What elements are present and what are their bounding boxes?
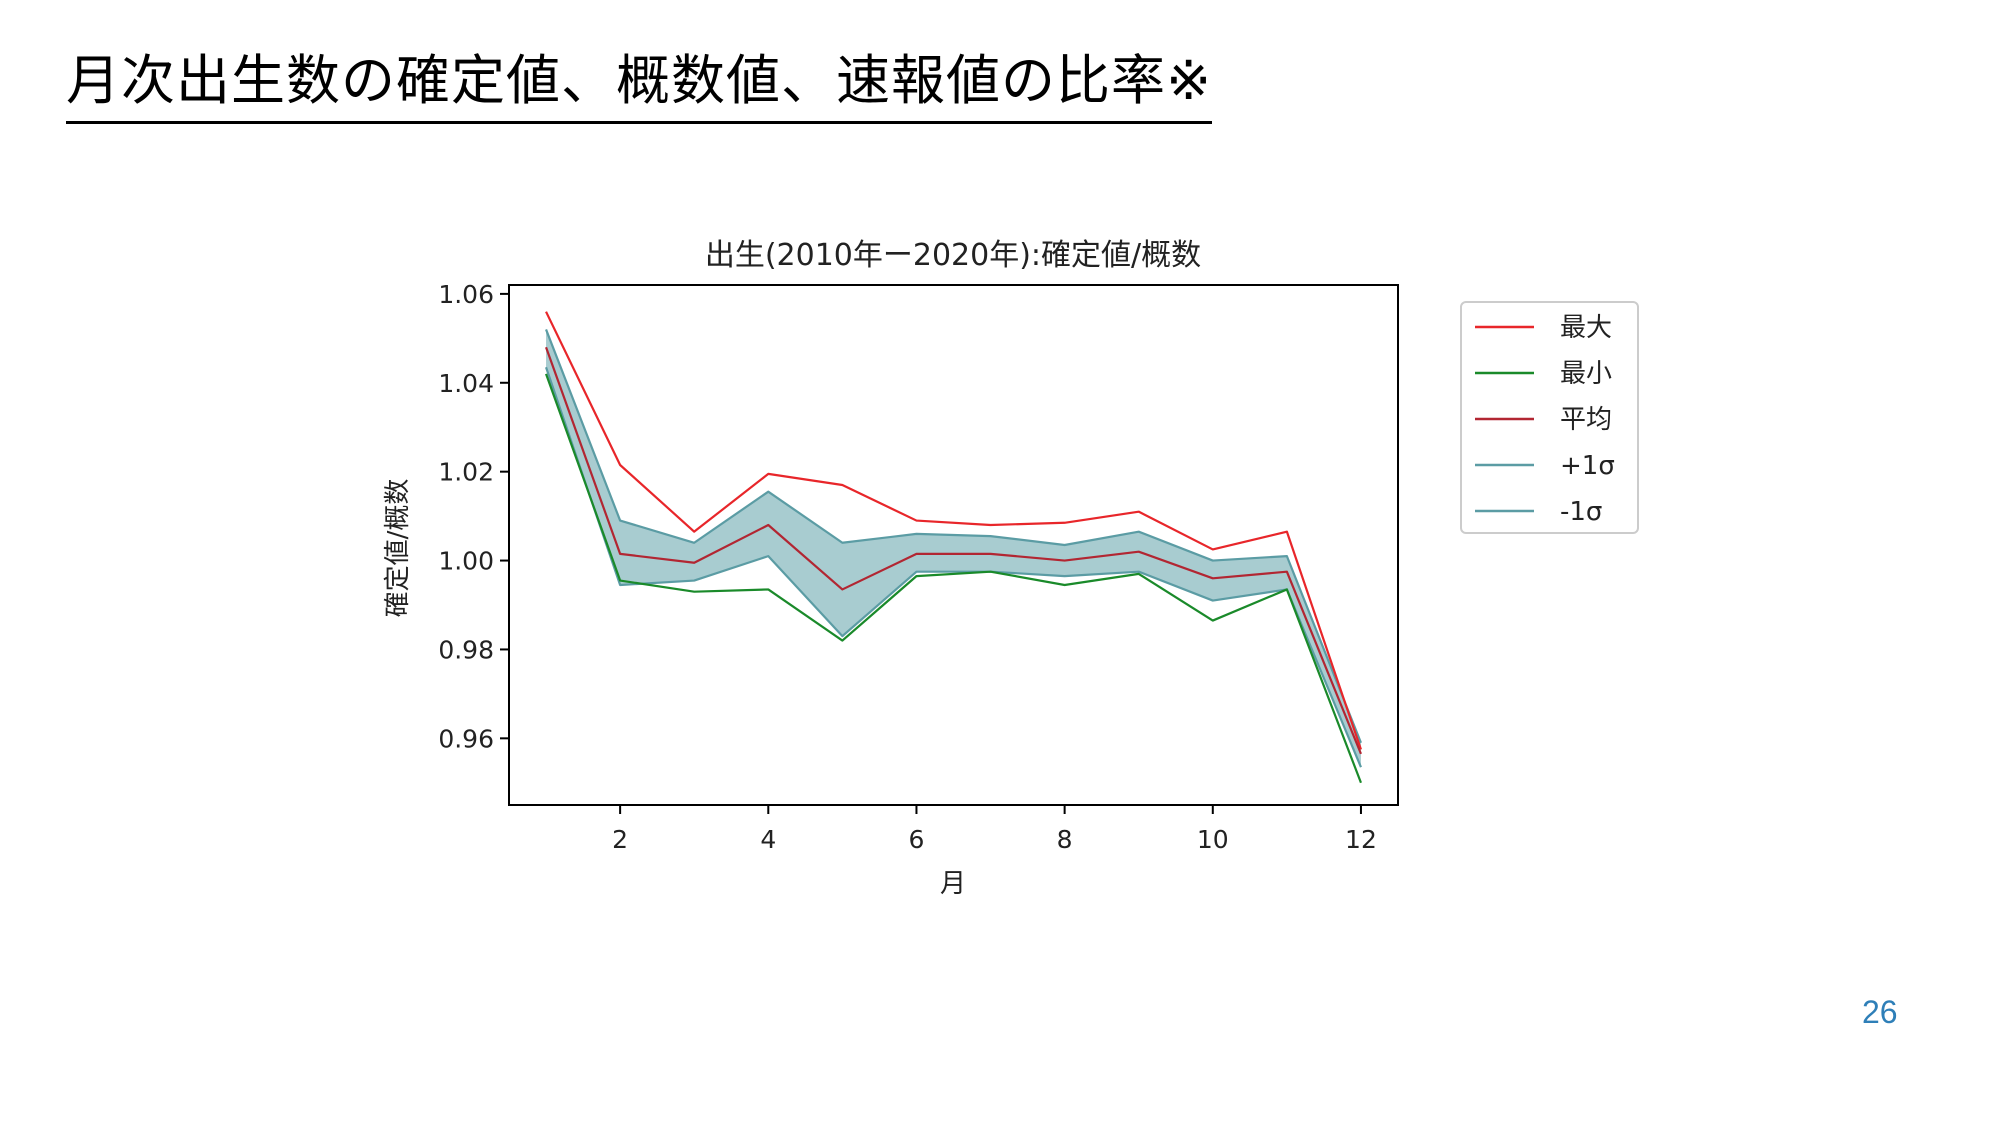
sigma-band (546, 329, 1361, 768)
chart-title: 出生(2010年ー2020年):確定値/概数 (705, 238, 1201, 273)
y-tick-label: 1.04 (438, 369, 494, 398)
y-axis-label: 確定値/概数 (383, 479, 413, 618)
y-tick-label: 0.98 (438, 635, 494, 664)
legend-label: 最小 (1560, 359, 1612, 389)
legend-label: -1σ (1560, 497, 1602, 527)
x-tick-label: 4 (760, 825, 776, 854)
x-tick-label: 8 (1057, 825, 1073, 854)
series-line-4 (545, 366, 1362, 768)
legend-label: 平均 (1560, 405, 1612, 435)
x-tick-label: 2 (612, 825, 628, 854)
series-line-1 (545, 373, 1362, 784)
y-tick-label: 1.02 (438, 458, 494, 487)
series-line-0 (545, 311, 1362, 750)
y-axis-ticks: 0.96 0.98 1.00 1.02 1.04 1.06 (438, 280, 509, 753)
legend-label: +1σ (1560, 451, 1615, 481)
series-line-3 (545, 329, 1362, 744)
x-tick-label: 10 (1197, 825, 1229, 854)
series-line-2 (545, 346, 1362, 755)
x-axis-ticks: 2 4 6 8 10 12 (612, 805, 1377, 854)
slide-title: 月次出生数の確定値、概数値、速報値の比率※ (66, 36, 1213, 124)
legend-frame (1460, 301, 1639, 534)
x-tick-label: 12 (1345, 825, 1377, 854)
page-number: 26 (1862, 994, 1898, 1030)
legend-label: 最大 (1560, 313, 1612, 343)
series-layer (545, 311, 1362, 784)
sigma-band-layer (546, 329, 1361, 768)
y-tick-label: 1.06 (438, 280, 494, 309)
x-tick-label: 6 (909, 825, 925, 854)
plot-frame (508, 284, 1399, 806)
y-tick-label: 1.00 (438, 547, 494, 576)
x-axis-label: 月 (940, 869, 966, 899)
y-tick-label: 0.96 (438, 724, 494, 753)
